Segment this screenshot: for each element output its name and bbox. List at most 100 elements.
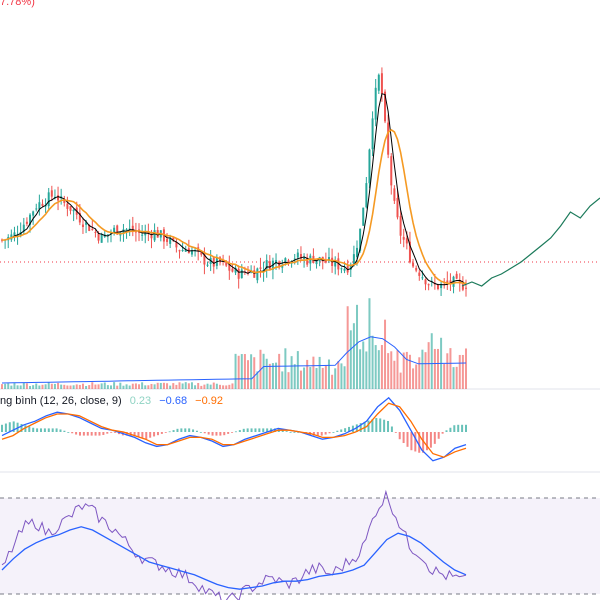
candle-body xyxy=(109,232,112,234)
macd-histogram-bar xyxy=(379,418,382,432)
candle-body xyxy=(387,122,390,155)
volume-bar xyxy=(318,356,321,389)
macd-histogram-bar xyxy=(98,432,101,436)
candle-body xyxy=(436,284,439,290)
volume-bar xyxy=(228,384,231,389)
volume-bar xyxy=(334,368,337,389)
candle-body xyxy=(293,258,296,260)
macd-histogram-bar xyxy=(242,428,245,432)
macd-histogram-bar xyxy=(203,432,206,434)
volume-bar xyxy=(352,323,355,389)
volume-bar xyxy=(106,385,109,389)
volume-bar xyxy=(327,359,330,389)
volume-bar xyxy=(41,384,44,389)
volume-bar xyxy=(172,383,175,389)
volume-bar xyxy=(35,383,38,389)
volume-bar xyxy=(337,361,340,389)
candle-body xyxy=(377,74,380,91)
candle-body xyxy=(418,272,421,276)
macd-histogram-bar xyxy=(24,425,27,432)
volume-bar xyxy=(405,351,408,389)
volume-bar xyxy=(72,385,75,389)
candle-body xyxy=(380,73,383,95)
candle-body xyxy=(421,277,424,279)
volume-bar xyxy=(97,384,100,389)
volume-bar xyxy=(359,349,362,389)
volume-bar xyxy=(287,372,290,389)
macd-histogram-bar xyxy=(461,424,464,432)
macd-histogram-bar xyxy=(114,432,117,433)
candle-body xyxy=(184,249,187,252)
volume-bar xyxy=(60,384,63,389)
forecast-projection-line xyxy=(461,197,600,287)
volume-bar xyxy=(247,360,250,389)
macd-histogram-bar xyxy=(285,431,288,432)
candle-body xyxy=(455,273,458,279)
macd-histogram-bar xyxy=(32,427,35,432)
macd-histogram-bar xyxy=(110,432,113,433)
candle-body xyxy=(303,257,306,260)
candle-body xyxy=(405,238,408,244)
candle-body xyxy=(415,267,418,271)
candle-body xyxy=(113,227,116,232)
volume-bar xyxy=(331,374,334,389)
volume-bar xyxy=(197,382,200,389)
candle-body xyxy=(150,234,153,239)
macd-histogram-bar xyxy=(344,428,347,432)
volume-bar xyxy=(218,384,221,389)
volume-bar xyxy=(212,382,215,389)
macd-histogram-bar xyxy=(172,430,175,432)
candle-body xyxy=(234,267,237,273)
macd-histogram-bar xyxy=(281,429,284,432)
candle-body xyxy=(424,279,427,285)
volume-bar xyxy=(281,371,284,389)
candle-body xyxy=(63,199,66,203)
volume-bar xyxy=(190,382,193,389)
rsi-line xyxy=(1,489,467,600)
volume-bar xyxy=(32,385,35,389)
volume-bar xyxy=(10,385,13,389)
candle-body xyxy=(228,263,231,271)
macd-histogram-bar xyxy=(418,432,421,453)
macd-histogram-bar xyxy=(426,432,429,451)
volume-bar xyxy=(278,353,281,389)
volume-bar xyxy=(253,357,256,389)
volume-bar xyxy=(433,348,436,389)
volume-bar xyxy=(7,383,10,389)
candle-body xyxy=(393,188,396,201)
candle-body xyxy=(69,206,72,211)
volume-bar xyxy=(237,355,240,389)
candle-body xyxy=(94,231,97,233)
volume-bar xyxy=(153,384,156,389)
candle-body xyxy=(200,251,203,255)
candle-body xyxy=(78,212,81,223)
candle-body xyxy=(32,211,35,216)
macd-histogram-bar xyxy=(1,424,3,432)
volume-bar xyxy=(377,350,380,389)
volume-bar xyxy=(29,385,32,389)
macd-histogram-bar xyxy=(188,428,191,432)
candle-body xyxy=(97,233,100,241)
macd-histogram-bar xyxy=(429,432,432,448)
macd-histogram-bar xyxy=(273,428,276,432)
macd-histogram-bar xyxy=(289,432,292,433)
candle-body xyxy=(172,237,175,241)
macd-histogram-bar xyxy=(254,428,257,432)
macd-histogram-bar xyxy=(219,432,222,436)
macd-histogram-bar xyxy=(184,428,187,432)
volume-bar xyxy=(343,366,346,389)
macd-legend[interactable]: ng bình (12, 26, close, 9) 0.23 −0.68 −0… xyxy=(0,395,223,407)
candle-body xyxy=(349,264,352,270)
volume-bar xyxy=(178,382,181,389)
candle-body xyxy=(334,260,337,267)
macd-histogram-bar xyxy=(55,428,58,432)
macd-histogram-bar xyxy=(47,428,50,432)
volume-bar xyxy=(312,356,315,389)
candle-body xyxy=(237,268,240,279)
candle-body xyxy=(175,241,178,248)
macd-histogram-bar xyxy=(227,432,230,434)
macd-histogram-bar xyxy=(410,432,413,451)
volume-bar xyxy=(449,348,452,389)
